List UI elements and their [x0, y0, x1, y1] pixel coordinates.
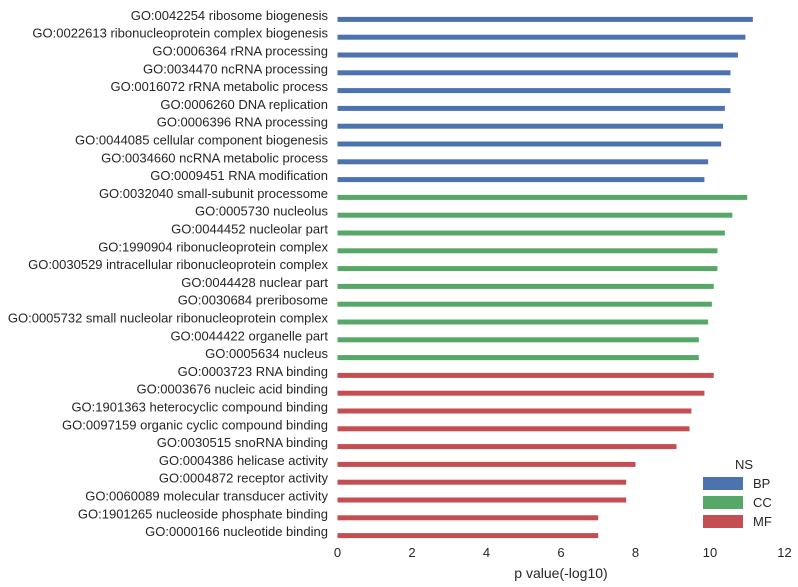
category-label: GO:0004386 helicase activity: [159, 453, 329, 468]
bar-cc: [337, 319, 709, 325]
category-label: GO:0044422 organelle part: [170, 328, 328, 343]
x-axis-title: p value(-log10): [514, 565, 607, 581]
category-label: GO:0000166 nucleotide binding: [145, 524, 328, 539]
legend-swatch-bp: [703, 477, 743, 490]
bar-mf: [337, 479, 627, 485]
category-label: GO:0044085 cellular component biogenesis: [75, 133, 328, 148]
bar-bp: [337, 123, 724, 129]
category-label: GO:1901363 heterocyclic compound binding: [71, 400, 328, 415]
bar-bp: [337, 52, 738, 58]
bar-mf: [337, 372, 714, 378]
bar-cc: [337, 355, 699, 361]
category-label: GO:1901265 nucleoside phosphate binding: [78, 506, 328, 521]
bar-mf: [337, 444, 677, 450]
category-label: GO:0005730 nucleolus: [195, 204, 328, 219]
legend-label-mf: MF: [753, 514, 772, 529]
bar-bp: [337, 159, 709, 165]
legend-label-bp: BP: [753, 476, 770, 491]
legend-swatch-cc: [703, 496, 743, 509]
bar-bp: [337, 88, 731, 94]
category-label: GO:0003723 RNA binding: [178, 364, 328, 379]
bar-mf: [337, 533, 599, 539]
bar-cc: [337, 248, 718, 254]
x-tick-label: 12: [777, 545, 791, 560]
bar-bp: [337, 105, 725, 111]
category-label: GO:0006364 rRNA processing: [152, 44, 328, 59]
x-tick-label: 8: [632, 545, 639, 560]
category-label: GO:0060089 molecular transducer activity: [85, 489, 328, 504]
category-label: GO:0030684 preribosome: [178, 293, 328, 308]
category-label: GO:0009451 RNA modification: [150, 168, 328, 183]
category-label: GO:0016072 rRNA metabolic process: [111, 79, 329, 94]
category-label: GO:0022613 ribonucleoprotein complex bio…: [32, 26, 328, 41]
bar-mf: [337, 426, 690, 432]
category-label: GO:0030529 intracellular ribonucleoprote…: [28, 257, 328, 272]
bar-cc: [337, 283, 714, 289]
bars-group: [337, 16, 753, 539]
legend: NS BP CC MF: [703, 457, 772, 529]
legend-label-cc: CC: [753, 495, 772, 510]
bar-mf: [337, 390, 705, 396]
bar-cc: [337, 230, 725, 236]
category-label: GO:1990904 ribonucleoprotein complex: [98, 239, 328, 254]
bar-cc: [337, 301, 712, 307]
bar-cc: [337, 266, 718, 272]
bar-mf: [337, 497, 627, 503]
category-label: GO:0097159 organic cyclic compound bindi…: [62, 417, 328, 432]
category-label: GO:0030515 snoRNA binding: [157, 435, 328, 450]
category-label: GO:0005732 small nucleolar ribonucleopro…: [8, 311, 329, 326]
category-label: GO:0005634 nucleus: [205, 346, 328, 361]
bar-bp: [337, 34, 746, 40]
x-tick-label: 4: [483, 545, 490, 560]
bar-mf: [337, 461, 636, 467]
x-axis-ticks: 0 2 4 6 8 10 12: [334, 545, 792, 560]
x-tick-label: 0: [334, 545, 341, 560]
category-labels: GO:0042254 ribosome biogenesis GO:0022613…: [8, 8, 329, 539]
category-label: GO:0034470 ncRNA processing: [143, 61, 328, 76]
bar-bp: [337, 70, 731, 76]
category-label: GO:0004872 receptor activity: [159, 471, 329, 486]
category-label: GO:0032040 small-subunit processome: [99, 186, 328, 201]
category-label: GO:0044452 nucleolar part: [171, 222, 328, 237]
category-label: GO:0006396 RNA processing: [157, 115, 328, 130]
bar-bp: [337, 177, 705, 183]
bar-bp: [337, 16, 753, 22]
category-label: GO:0042254 ribosome biogenesis: [131, 8, 329, 23]
bar-cc: [337, 337, 699, 343]
category-label: GO:0034660 ncRNA metabolic process: [101, 150, 328, 165]
x-tick-label: 10: [703, 545, 717, 560]
x-tick-label: 6: [557, 545, 564, 560]
category-label: GO:0044428 nuclear part: [181, 275, 328, 290]
bar-cc: [337, 194, 748, 200]
bar-bp: [337, 141, 722, 147]
category-label: GO:0006260 DNA replication: [160, 97, 328, 112]
category-label: GO:0003676 nucleic acid binding: [136, 382, 328, 397]
legend-swatch-mf: [703, 515, 743, 528]
legend-title: NS: [735, 457, 753, 472]
bar-mf: [337, 515, 599, 521]
bar-mf: [337, 408, 692, 414]
bar-cc: [337, 212, 733, 218]
x-tick-label: 2: [408, 545, 415, 560]
